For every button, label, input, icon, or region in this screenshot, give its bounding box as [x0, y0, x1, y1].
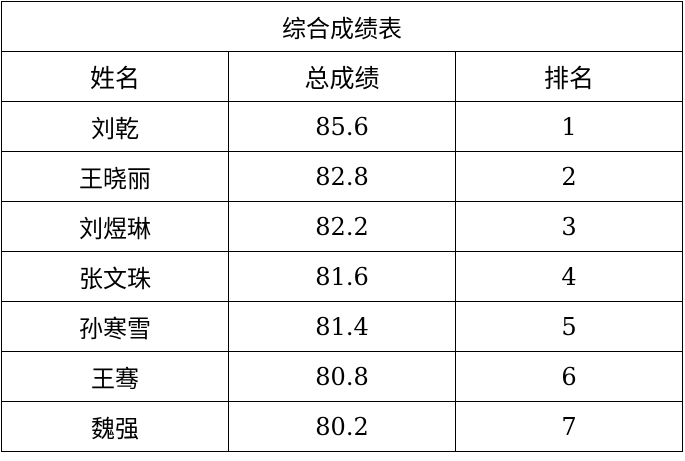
title-row: 综合成绩表	[1, 1, 683, 52]
total-score-cell: 82.8	[228, 151, 456, 202]
table-row: 王骞 80.8 6	[1, 351, 683, 402]
rank-cell: 4	[455, 251, 683, 302]
header-total-score: 总成绩	[228, 51, 456, 102]
rank-cell: 6	[455, 351, 683, 402]
score-table: 综合成绩表 姓名 总成绩 排名 刘乾 85.6 1 王晓丽 82.8 2 刘煜琳 82.2 3 张…	[1, 1, 683, 452]
total-score-cell: 81.4	[228, 301, 456, 352]
total-score-cell: 81.6	[228, 251, 456, 302]
total-score-cell: 85.6	[228, 101, 456, 152]
table-row: 刘煜琳 82.2 3	[1, 201, 683, 252]
rank-cell: 2	[455, 151, 683, 202]
rank-cell: 7	[455, 401, 683, 452]
rank-cell: 3	[455, 201, 683, 252]
name-cell: 魏强	[1, 401, 229, 452]
name-cell: 王晓丽	[1, 151, 229, 202]
total-score-cell: 80.2	[228, 401, 456, 452]
header-row: 姓名 总成绩 排名	[1, 51, 683, 102]
table-row: 刘乾 85.6 1	[1, 101, 683, 152]
total-score-cell: 82.2	[228, 201, 456, 252]
name-cell: 刘煜琳	[1, 201, 229, 252]
header-rank: 排名	[455, 51, 683, 102]
name-cell: 孙寒雪	[1, 301, 229, 352]
total-score-cell: 80.8	[228, 351, 456, 402]
table-row: 孙寒雪 81.4 5	[1, 301, 683, 352]
name-cell: 刘乾	[1, 101, 229, 152]
table-row: 张文珠 81.6 4	[1, 251, 683, 302]
table-row: 王晓丽 82.8 2	[1, 151, 683, 202]
rank-cell: 5	[455, 301, 683, 352]
name-cell: 王骞	[1, 351, 229, 402]
table-row: 魏强 80.2 7	[1, 401, 683, 452]
table-title: 综合成绩表	[1, 1, 683, 52]
name-cell: 张文珠	[1, 251, 229, 302]
rank-cell: 1	[455, 101, 683, 152]
header-name: 姓名	[1, 51, 229, 102]
